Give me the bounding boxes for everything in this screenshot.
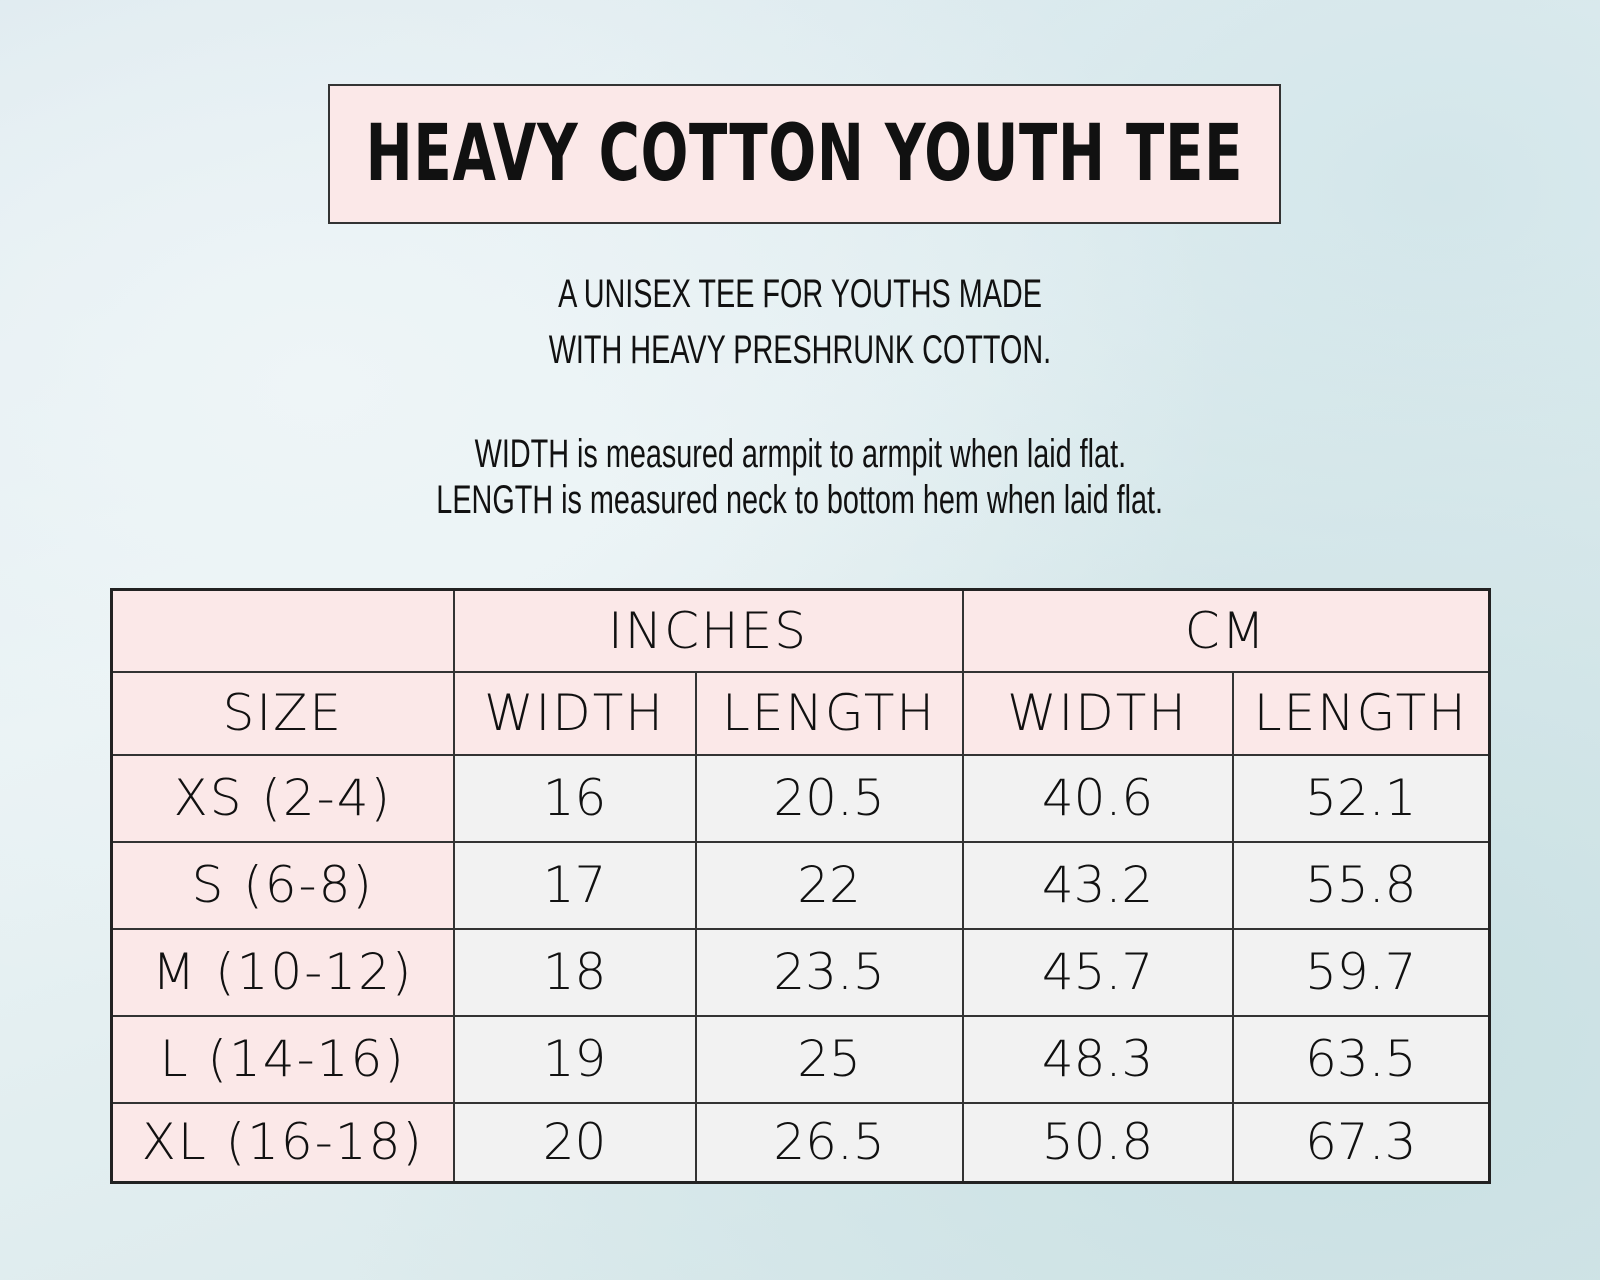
- cell-cm-length: 63.5: [1231, 1014, 1491, 1104]
- header-cm-length: LENGTH: [1231, 670, 1491, 756]
- cell-in-width: 16: [452, 753, 697, 843]
- size-chart-table: INCHES CM SIZE WIDTH LENGTH WIDTH LENGTH…: [110, 588, 1491, 1184]
- table-row: XS (2-4) 16 20.5 40.6 52.1: [110, 753, 1491, 843]
- cell-cm-length: 55.8: [1231, 840, 1491, 930]
- note-width: WIDTH is measured armpit to armpit when …: [474, 432, 1126, 476]
- cell-in-width: 19: [452, 1014, 697, 1104]
- cell-size: S (6-8): [110, 840, 455, 930]
- table-row: L (14-16) 19 25 48.3 63.5: [110, 1014, 1491, 1104]
- column-header-row: SIZE WIDTH LENGTH WIDTH LENGTH: [110, 670, 1491, 756]
- cell-cm-width: 45.7: [961, 927, 1234, 1017]
- cell-cm-width: 40.6: [961, 753, 1234, 843]
- cell-in-width: 20: [452, 1101, 697, 1184]
- cell-in-length: 23.5: [694, 927, 964, 1017]
- cell-cm-width: 48.3: [961, 1014, 1234, 1104]
- group-cm: CM: [961, 588, 1491, 673]
- header-in-width: WIDTH: [452, 670, 697, 756]
- cell-in-length: 25: [694, 1014, 964, 1104]
- cell-in-width: 18: [452, 927, 697, 1017]
- table-row: S (6-8) 17 22 43.2 55.8: [110, 840, 1491, 930]
- subtitle-line-2: WITH HEAVY PRESHRUNK COTTON.: [548, 328, 1052, 372]
- table-row: XL (16-18) 20 26.5 50.8 67.3: [110, 1101, 1491, 1184]
- empty-header-cell: [110, 588, 455, 673]
- cell-size: XS (2-4): [110, 753, 455, 843]
- cell-cm-length: 67.3: [1231, 1101, 1491, 1184]
- header-in-length: LENGTH: [694, 670, 964, 756]
- cell-size: XL (16-18): [110, 1101, 455, 1184]
- cell-cm-length: 59.7: [1231, 927, 1491, 1017]
- page-title: HEAVY COTTON YOUTH TEE: [365, 109, 1244, 199]
- cell-cm-width: 43.2: [961, 840, 1234, 930]
- cell-size: L (14-16): [110, 1014, 455, 1104]
- table-row: M (10-12) 18 23.5 45.7 59.7: [110, 927, 1491, 1017]
- header-cm-width: WIDTH: [961, 670, 1234, 756]
- cell-cm-length: 52.1: [1231, 753, 1491, 843]
- header-size: SIZE: [110, 670, 455, 756]
- note-length: LENGTH is measured neck to bottom hem wh…: [436, 478, 1164, 522]
- cell-in-length: 26.5: [694, 1101, 964, 1184]
- group-header-row: INCHES CM: [110, 588, 1491, 673]
- cell-in-length: 20.5: [694, 753, 964, 843]
- group-inches: INCHES: [452, 588, 964, 673]
- cell-size: M (10-12): [110, 927, 455, 1017]
- cell-cm-width: 50.8: [961, 1101, 1234, 1184]
- cell-in-length: 22: [694, 840, 964, 930]
- cell-in-width: 17: [452, 840, 697, 930]
- title-box: HEAVY COTTON YOUTH TEE: [328, 84, 1281, 224]
- subtitle-line-1: A UNISEX TEE FOR YOUTHS MADE: [558, 272, 1042, 316]
